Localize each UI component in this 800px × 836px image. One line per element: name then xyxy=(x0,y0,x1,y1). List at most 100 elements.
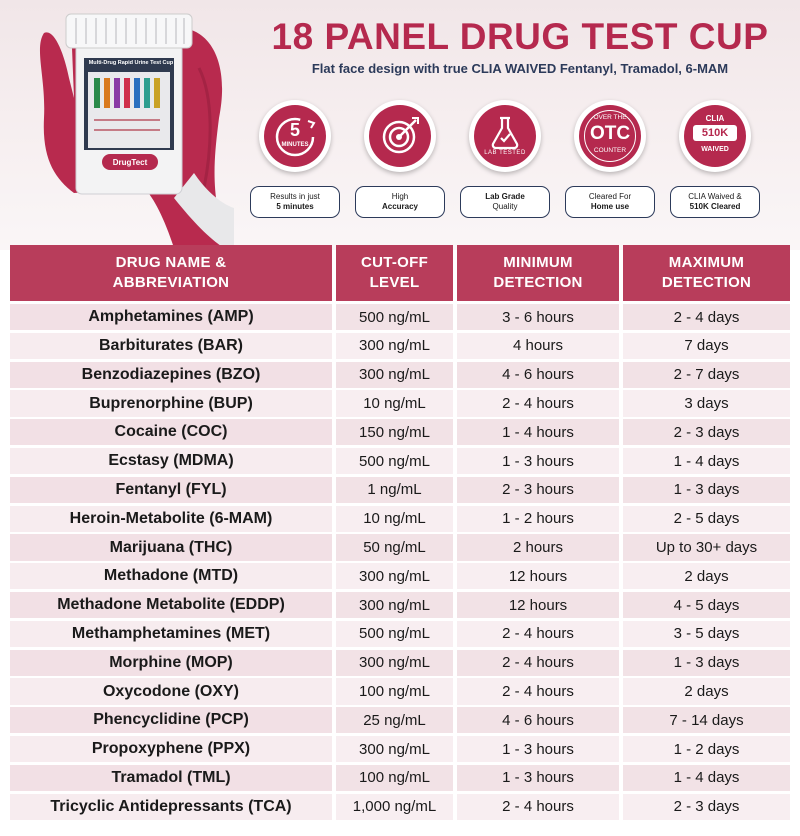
min-detection-cell: 1 - 4 hours xyxy=(457,419,619,446)
max-detection-cell: 2 - 4 days xyxy=(623,304,790,331)
table-row: Tricyclic Antidepressants (TCA) 1,000 ng/… xyxy=(10,793,790,820)
feature-line1: Results in just xyxy=(270,192,320,201)
table-row: Methamphetamines (MET) 500 ng/mL 2 - 4 hou… xyxy=(10,620,790,648)
min-detection-cell: 2 - 4 hours xyxy=(457,649,619,676)
cutoff-cell: 150 ng/mL xyxy=(336,419,453,446)
cutoff-cell: 100 ng/mL xyxy=(336,764,453,792)
drug-name-cell: Methamphetamines (MET) xyxy=(10,620,332,648)
min-detection-cell: 2 hours xyxy=(457,534,619,561)
cutoff-cell: 300 ng/mL xyxy=(336,361,453,388)
lab-flask-icon xyxy=(474,105,536,167)
min-detection-cell: 2 - 4 hours xyxy=(457,678,619,705)
page-subtitle: Flat face design with true CLIA WAIVED F… xyxy=(311,61,729,76)
min-detection-cell: 4 - 6 hours xyxy=(457,707,619,734)
cutoff-cell: 25 ng/mL xyxy=(336,707,453,734)
feature-line2: Accuracy xyxy=(381,202,419,211)
min-detection-cell: 4 hours xyxy=(457,332,619,360)
max-detection-cell: 7 days xyxy=(623,332,790,360)
feature-pill: High Accuracy xyxy=(355,186,445,218)
otc-seal-icon xyxy=(579,105,641,167)
badge-top: OVER THE xyxy=(593,114,627,121)
min-detection-cell: 2 - 4 hours xyxy=(457,620,619,648)
page-title: 18 PANEL DRUG TEST CUP xyxy=(271,16,769,57)
drug-table: DRUG NAME & ABBREVIATION CUT-OFF LEVEL MIN… xyxy=(10,245,790,822)
cutoff-cell: 1 ng/mL xyxy=(336,476,453,504)
feature-line2: Quality xyxy=(492,202,518,211)
max-detection-cell: 2 - 3 days xyxy=(623,793,790,820)
cutoff-cell: 500 ng/mL xyxy=(336,447,453,475)
drug-name-cell: Marijuana (THC) xyxy=(10,534,332,561)
feature-clia: CLIA 510K WAIVED CLIA Waived & 510K Clea… xyxy=(670,100,760,220)
table-row: Phencyclidine (PCP) 25 ng/mL 4 - 6 hours 7 … xyxy=(10,707,790,734)
table-header: DRUG NAME & ABBREVIATION CUT-OFF LEVEL MIN… xyxy=(10,245,790,301)
max-detection-cell: 3 days xyxy=(623,390,790,417)
table-row: Oxycodone (OXY) 100 ng/mL 2 - 4 hours 2 day… xyxy=(10,678,790,705)
table-row: Marijuana (THC) 50 ng/mL 2 hours Up to 30+ … xyxy=(10,534,790,561)
badge-big: OTC xyxy=(589,123,631,144)
max-detection-cell: 1 - 2 days xyxy=(623,735,790,763)
header-min-detection: MINIMUM DETECTION xyxy=(457,245,619,301)
feature-line2: 510K Cleared xyxy=(689,202,741,211)
max-detection-cell: 1 - 4 days xyxy=(623,764,790,792)
table-row: Morphine (MOP) 300 ng/mL 2 - 4 hours 1 - 3 … xyxy=(10,649,790,676)
max-detection-cell: 4 - 5 days xyxy=(623,591,790,619)
cutoff-cell: 500 ng/mL xyxy=(336,620,453,648)
feature-pill: Lab Grade Quality xyxy=(460,186,550,218)
cutoff-cell: 500 ng/mL xyxy=(336,304,453,331)
drug-name-cell: Methadone (MTD) xyxy=(10,563,332,590)
min-detection-cell: 1 - 3 hours xyxy=(457,735,619,763)
target-accuracy-icon xyxy=(369,105,431,167)
max-detection-cell: 2 - 3 days xyxy=(623,419,790,446)
table-row: Amphetamines (AMP) 500 ng/mL 3 - 6 hours 2 … xyxy=(10,304,790,331)
table-row: Barbiturates (BAR) 300 ng/mL 4 hours 7 days xyxy=(10,332,790,360)
cutoff-cell: 10 ng/mL xyxy=(336,390,453,417)
brand-label: DrugTect xyxy=(112,158,148,167)
cutoff-cell: 300 ng/mL xyxy=(336,735,453,763)
feature-line2: 5 minutes xyxy=(276,202,314,211)
cutoff-cell: 300 ng/mL xyxy=(336,591,453,619)
max-detection-cell: 1 - 3 days xyxy=(623,476,790,504)
drug-name-cell: Amphetamines (AMP) xyxy=(10,304,332,331)
drug-name-cell: Tramadol (TML) xyxy=(10,764,332,792)
max-detection-cell: 1 - 4 days xyxy=(623,447,790,475)
feature-pill: Cleared For Home use xyxy=(565,186,655,218)
table-row: Buprenorphine (BUP) 10 ng/mL 2 - 4 hours 3 … xyxy=(10,390,790,417)
min-detection-cell: 2 - 3 hours xyxy=(457,476,619,504)
stopwatch-5-minutes-icon xyxy=(264,105,326,167)
badge-big: 510K xyxy=(693,125,737,141)
max-detection-cell: 3 - 5 days xyxy=(623,620,790,648)
drug-name-cell: Methadone Metabolite (EDDP) xyxy=(10,591,332,619)
min-detection-cell: 12 hours xyxy=(457,563,619,590)
feature-line1: High xyxy=(391,192,409,201)
min-detection-cell: 12 hours xyxy=(457,591,619,619)
badge-caption: MINUTES xyxy=(281,142,309,148)
table-row: Cocaine (COC) 150 ng/mL 1 - 4 hours 2 - 3 d… xyxy=(10,419,790,446)
feature-otc: OVER THE OTC COUNTER Cleared For Home us… xyxy=(565,100,655,220)
table-row: Methadone Metabolite (EDDP) 300 ng/mL 12 h… xyxy=(10,591,790,619)
table-row: Methadone (MTD) 300 ng/mL 12 hours 2 days xyxy=(10,563,790,590)
min-detection-cell: 2 - 4 hours xyxy=(457,390,619,417)
drug-name-cell: Buprenorphine (BUP) xyxy=(10,390,332,417)
badge-bottom: COUNTER xyxy=(593,147,627,154)
cutoff-cell: 100 ng/mL xyxy=(336,678,453,705)
max-detection-cell: 2 - 5 days xyxy=(623,505,790,532)
drug-name-cell: Oxycodone (OXY) xyxy=(10,678,332,705)
table-row: Tramadol (TML) 100 ng/mL 1 - 3 hours 1 - 4 … xyxy=(10,764,790,792)
badge-caption: LAB TESTED xyxy=(484,150,526,156)
feature-line1: CLIA Waived & xyxy=(688,192,742,201)
table-row: Fentanyl (FYL) 1 ng/mL 2 - 3 hours 1 - 3 da… xyxy=(10,476,790,504)
min-detection-cell: 1 - 3 hours xyxy=(457,764,619,792)
drug-name-cell: Ecstasy (MDMA) xyxy=(10,447,332,475)
feature-line2: Home use xyxy=(590,202,630,211)
drug-name-cell: Phencyclidine (PCP) xyxy=(10,707,332,734)
table-body: Amphetamines (AMP) 500 ng/mL 3 - 6 hours 2 … xyxy=(10,304,790,820)
feature-lab-grade: LAB TESTED Lab Grade Quality xyxy=(460,100,550,220)
max-detection-cell: Up to 30+ days xyxy=(623,534,790,561)
cup-label: Multi-Drug Rapid Urine Test Cup xyxy=(88,60,174,66)
badge-bottom: WAIVED xyxy=(701,146,729,153)
badge-number: 5 xyxy=(289,120,300,140)
badge-top: CLIA xyxy=(705,114,725,123)
table-row: Benzodiazepines (BZO) 300 ng/mL 4 - 6 hour… xyxy=(10,361,790,388)
product-image xyxy=(39,13,234,248)
cutoff-cell: 300 ng/mL xyxy=(336,332,453,360)
